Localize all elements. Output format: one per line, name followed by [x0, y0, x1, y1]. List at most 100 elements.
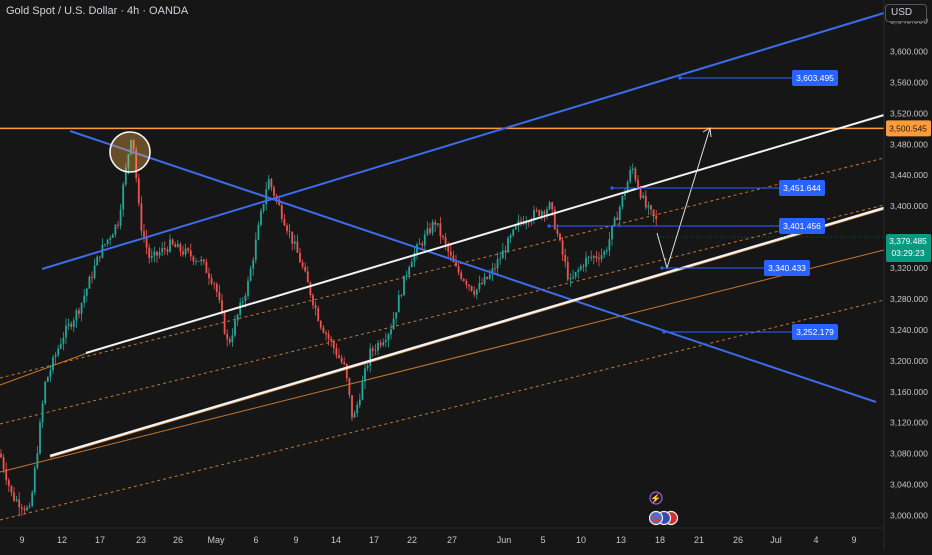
level-label-text: 3,401.456 — [783, 221, 821, 231]
candle-body — [457, 266, 460, 273]
candle-body — [572, 276, 574, 279]
candle-body — [119, 209, 122, 226]
price-axis[interactable]: 3,000.000 3,040.000 3,080.000 3,120.000 3,16… — [883, 0, 932, 550]
level-anchor-dot — [547, 224, 551, 228]
candle-body — [140, 203, 143, 232]
candle-body — [254, 239, 257, 261]
candle-body — [592, 256, 595, 258]
candle-body — [239, 302, 242, 315]
candle-body — [2, 457, 5, 470]
drawing-layer-front — [41, 12, 885, 458]
candle-body — [223, 311, 226, 334]
symbol-title[interactable]: Gold Spot / U.S. Dollar · 4h · OANDA — [6, 5, 189, 17]
candle-body — [130, 139, 132, 155]
candle-body — [351, 395, 353, 418]
candle-body — [655, 215, 658, 220]
candle-body — [504, 250, 507, 253]
candle-body — [197, 260, 200, 262]
candle-body — [83, 295, 86, 303]
lightning-glyph: ⚡ — [650, 493, 661, 505]
candle-body — [26, 507, 28, 511]
candle-body — [338, 355, 340, 358]
candle-body — [613, 217, 616, 227]
price-tick-label: 3,280.000 — [890, 294, 928, 304]
candle-body — [348, 378, 351, 396]
lower-channel-line — [49, 206, 885, 458]
current-price-text: 3,379.485 — [889, 236, 927, 246]
candle-body — [41, 403, 44, 423]
candle-body — [546, 209, 548, 215]
candle-body — [608, 239, 611, 251]
event-markers[interactable]: ⚡ — [648, 491, 679, 526]
candle-body — [434, 222, 437, 225]
candle-body — [465, 281, 468, 285]
candle-body — [226, 333, 229, 340]
candle-body — [582, 266, 585, 267]
lower-orange-line — [0, 249, 885, 473]
candle-body — [400, 295, 403, 297]
projection-arrowhead — [702, 127, 712, 138]
candle-body — [533, 210, 535, 220]
candle-body — [595, 256, 598, 259]
dashed-low-line — [0, 299, 885, 521]
candle-body — [491, 268, 494, 275]
candle-body — [566, 262, 569, 280]
candle-body — [605, 250, 608, 252]
candle-body — [195, 260, 197, 262]
upper-channel-line — [85, 114, 885, 354]
candle-body — [559, 233, 561, 241]
candle-body — [192, 256, 195, 262]
candle-body — [611, 226, 613, 240]
price-tick-label: 3,520.000 — [890, 108, 928, 118]
candle-body — [514, 225, 517, 230]
candle-body — [36, 453, 39, 468]
candle-body — [343, 362, 346, 365]
candle-body — [23, 508, 26, 511]
time-tick-label: 9 — [19, 535, 24, 545]
time-tick-label: 18 — [655, 535, 665, 545]
candle-body — [317, 308, 320, 322]
us-flag-stripes — [652, 519, 660, 522]
candle-body — [449, 251, 452, 256]
price-tick-label: 3,000.000 — [890, 511, 928, 521]
candle-body — [205, 261, 208, 274]
candle-body — [577, 269, 580, 273]
candle-body — [556, 229, 559, 234]
candle-body — [179, 243, 182, 252]
candle-body — [621, 195, 624, 208]
candle-body — [647, 205, 650, 208]
candle-body — [369, 348, 372, 366]
level-label-box — [764, 260, 810, 276]
candle-body — [579, 266, 582, 270]
currency-button[interactable]: USD — [885, 4, 927, 22]
candle-body — [182, 251, 184, 255]
candle-body — [145, 237, 148, 248]
time-tick-label: 10 — [576, 535, 586, 545]
candle-body — [392, 318, 395, 330]
candle-body — [395, 312, 398, 319]
upper-orange-line — [0, 351, 91, 386]
dashed-mid-line-2 — [0, 157, 885, 379]
candle-body — [163, 248, 166, 250]
candle-body — [13, 492, 15, 501]
price-tick-label: 3,120.000 — [890, 418, 928, 428]
candle-body — [80, 302, 83, 314]
candle-body — [54, 355, 57, 358]
candle-body — [436, 223, 439, 225]
candle-body — [332, 341, 335, 349]
candle-body — [553, 209, 556, 230]
price-tick-label: 3,320.000 — [890, 263, 928, 273]
price-axis-bg — [884, 0, 932, 550]
candle-body — [234, 320, 236, 336]
time-axis[interactable]: 9 12 17 23 26 May 6 9 14 17 22 27 Jun 5 10 13 18 21 26 Jul 4… — [0, 527, 884, 545]
time-tick-label: 17 — [95, 535, 105, 545]
time-tick-label: 9 — [851, 535, 856, 545]
price-tick-label: 3,040.000 — [890, 480, 928, 490]
candle-body — [561, 240, 564, 255]
candle-body — [652, 209, 655, 216]
candle-body — [148, 247, 151, 259]
candle-body — [618, 207, 621, 221]
candle-body — [135, 149, 138, 179]
